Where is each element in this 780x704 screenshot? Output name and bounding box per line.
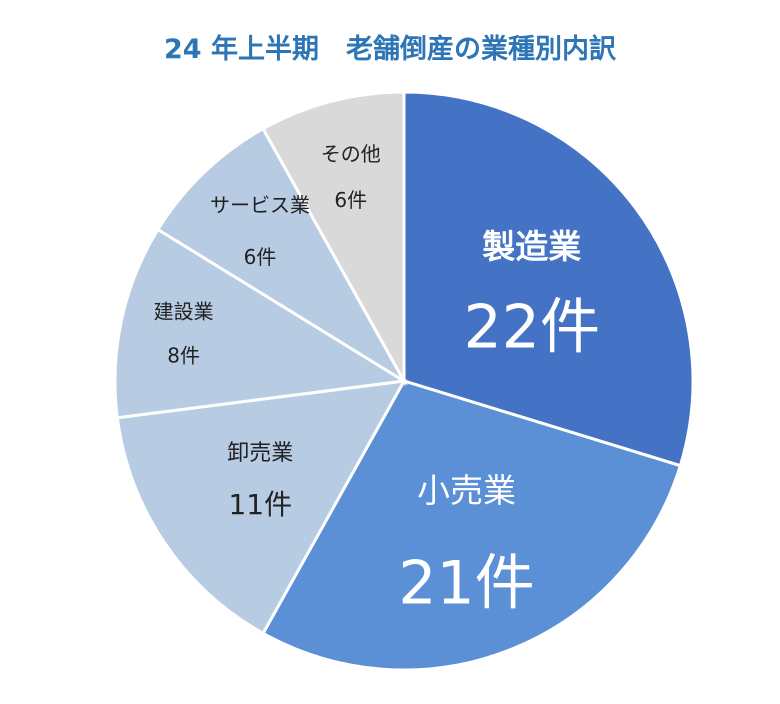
slice-label-5: サービス業 [210,193,310,217]
pie-slice-6 [261,90,406,387]
slice-label-4: 建設業 [154,300,214,324]
slice-value-6: 6件 [334,188,367,212]
pie-slice-4 [113,227,409,420]
slice-label-2: 小売業 [417,471,516,510]
slice-value-4: 8件 [167,344,200,368]
pie-slice-1 [402,90,695,468]
pie-slice-3 [115,379,407,636]
slice-label-6: その他 [321,142,381,166]
slice-label-1: 製造業 [482,227,581,266]
pie-slice-2 [261,379,683,672]
slice-value-1: 22件 [464,293,600,363]
slice-value-5: 6件 [244,245,277,269]
slice-value-3: 11件 [228,488,292,521]
slice-label-3: 卸売業 [227,441,293,466]
slice-value-2: 21件 [398,549,534,619]
pie-slice-5 [155,126,409,386]
pie-slices [113,90,695,672]
chart-title: 24 年上半期 老舗倒産の業種別内訳 [164,33,617,65]
